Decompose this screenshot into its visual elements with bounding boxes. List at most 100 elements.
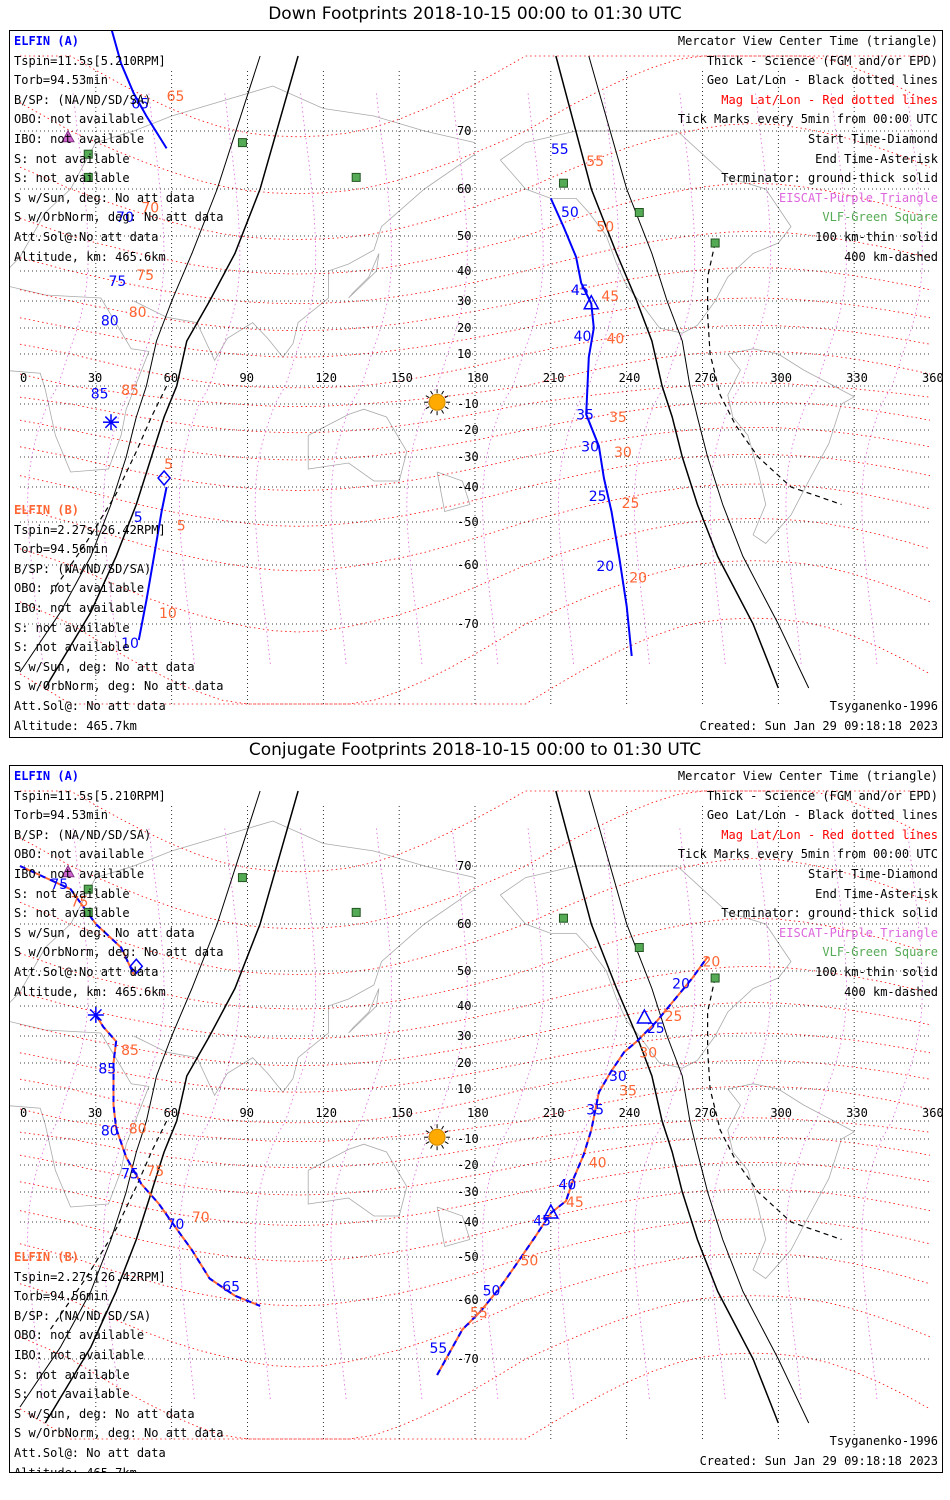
end-time-asterisk [103, 414, 119, 431]
footer-info: Tsyganenko-1996 Created: Sun Jan 29 09:1… [700, 697, 938, 736]
elfin-a-line: S w/Sun, deg: No att data [14, 190, 195, 205]
elfin-b-line: S: not available [14, 640, 130, 655]
lat-tick-label: 70 [457, 124, 471, 138]
mag-lon-line [330, 93, 393, 665]
elfin-a-line: S w/OrbNorm, deg: No att data [14, 945, 224, 960]
mag-lat-line [19, 297, 931, 358]
vlf-station-icon [351, 172, 361, 182]
vlf-station-icon [83, 884, 93, 894]
tick-label-b: 65 [167, 89, 185, 105]
tick-label-a: 40 [574, 329, 592, 345]
elfin-b-line: S w/OrbNorm, deg: No att data [14, 679, 224, 694]
mag-lon-line [482, 93, 544, 665]
mag-lon-line [254, 93, 317, 665]
sun-ray [430, 1125, 434, 1130]
tick-label-a: 20 [596, 559, 614, 575]
mag-lat-line [19, 965, 931, 1040]
terminator-line [588, 55, 810, 689]
terminator-line [44, 790, 299, 1424]
vlf-station-icon [83, 907, 93, 917]
legend-line: Tick Marks every 5min from 00:00 UTC [677, 112, 938, 127]
legend-line: 400 km-dashed [844, 249, 938, 264]
lon-tick-label: 330 [846, 1106, 868, 1120]
legend-line: Mercator View Center Time (triangle) [677, 769, 938, 783]
map-panel-down: 0 30 60 90 120 150 180 210 240 270 300 330 360 70 60 50… [9, 30, 943, 738]
coastline [499, 865, 792, 1069]
elfin-b-line: S w/Sun, deg: No att data [14, 1406, 195, 1421]
tick-label-a: 70 [167, 1217, 185, 1233]
tick-label-b: 5 [164, 457, 173, 473]
lon-tick-label: 210 [543, 1106, 565, 1120]
coastline-layer [10, 820, 856, 1280]
sun-ray [444, 395, 449, 399]
legend-line: Geo Lat/Lon - Black dotted lines [706, 73, 938, 88]
lon-tick-label: 90 [240, 1106, 254, 1120]
mag-lon-line [27, 828, 89, 1400]
tick-label-a: 85 [91, 387, 109, 403]
lat-tick-label: -30 [457, 450, 479, 464]
mag-lat-line [19, 182, 931, 275]
sun-disc [428, 1128, 446, 1146]
tick-label-a: 65 [222, 1279, 240, 1295]
legend-line: EISCAT-Purple Triangle [779, 925, 938, 940]
legend-line: Mag Lat/Lon - Red dotted lines [721, 92, 938, 107]
legend: Mercator View Center Time (triangle) Thi… [678, 32, 938, 267]
legend-line: Tick Marks every 5min from 00:00 UTC [677, 847, 938, 862]
mag-lon-line [27, 93, 89, 665]
tick-label-b: 50 [521, 1254, 539, 1270]
tick-label-a: 45 [571, 283, 589, 299]
sun-ray [430, 390, 434, 395]
footprint-trace-a [94, 1014, 261, 1307]
tick-label-b: 45 [601, 289, 619, 305]
panel-title-down: Down Footprints 2018-10-15 00:00 to 01:3… [268, 4, 682, 24]
elfin-b-heading: ELFIN (B) [14, 1250, 80, 1264]
footprint-trace-a [19, 865, 135, 975]
map-panel-conjugate: 0 30 60 90 120 150 180 210 240 270 300 330 360 70 60 50… [9, 765, 943, 1473]
elfin-a-line: OBO: not available [14, 847, 145, 862]
tick-label-a: 50 [483, 1284, 501, 1300]
tick-label-b: 75 [136, 268, 154, 284]
mag-lon-line [406, 828, 468, 1400]
lon-tick-label: 300 [770, 371, 792, 385]
vlf-station-icon [558, 913, 568, 923]
sun-ray [441, 390, 445, 395]
elfin-b-line: Torb=94.56min [14, 542, 108, 557]
lat-tick-label: 30 [457, 1029, 471, 1043]
elfin-a-line: Torb=94.53min [14, 73, 108, 88]
lat-tick-label: 70 [457, 859, 471, 873]
elfin-a-line: S w/OrbNorm, deg: No att data [14, 210, 224, 225]
elfin-a-line: Att.Sol@:No att data [14, 964, 159, 979]
elfin-a-line: OBO: not available [14, 112, 145, 127]
center-time-triangle [636, 1008, 653, 1024]
elfin-a-line: B/SP: (NA/ND/SD/SA) [14, 827, 152, 842]
mag-lat-line [19, 1117, 931, 1169]
elfin-b-line: OBO: not available [14, 581, 145, 596]
terminator-dashed [706, 242, 842, 506]
mag-lat-line [19, 401, 931, 461]
tick-label-b: 25 [665, 1009, 683, 1025]
elfin-a-line: S: not available [14, 886, 130, 901]
elfin-b-line: Att.Sol@: No att data [14, 698, 166, 713]
terminator-line [19, 55, 261, 673]
tick-label-a: 70 [116, 210, 134, 226]
elfin-b-line: B/SP: (NA/ND/SD/SA) [14, 561, 152, 576]
vlf-station-icon [83, 149, 93, 159]
mag-lon-line [406, 93, 468, 665]
elfin-a-line: B/SP: (NA/ND/SD/SA) [14, 92, 152, 107]
terminator-line [44, 55, 299, 689]
coastline [348, 253, 380, 299]
elfin-b-line: S: not available [14, 1387, 130, 1402]
tick-label-b: 80 [129, 305, 147, 321]
tick-label-b: 30 [639, 1046, 657, 1062]
elfin-a-heading: ELFIN (A) [14, 34, 80, 48]
lon-tick-label: 30 [88, 1106, 102, 1120]
tick-label-b: 45 [566, 1195, 584, 1211]
asterisk-stroke [89, 1008, 103, 1022]
vlf-station-icon [237, 873, 247, 883]
elfin-a-line: S: not available [14, 171, 130, 186]
elfin-b-line: S: not available [14, 1367, 130, 1382]
legend-line: Terminator: ground-thick solid [721, 906, 938, 921]
legend-line: Mag Lat/Lon - Red dotted lines [721, 827, 938, 842]
legend-line: Thick - Science (FGM and/or EPD) [706, 53, 938, 68]
lat-tick-label: 40 [457, 264, 471, 278]
